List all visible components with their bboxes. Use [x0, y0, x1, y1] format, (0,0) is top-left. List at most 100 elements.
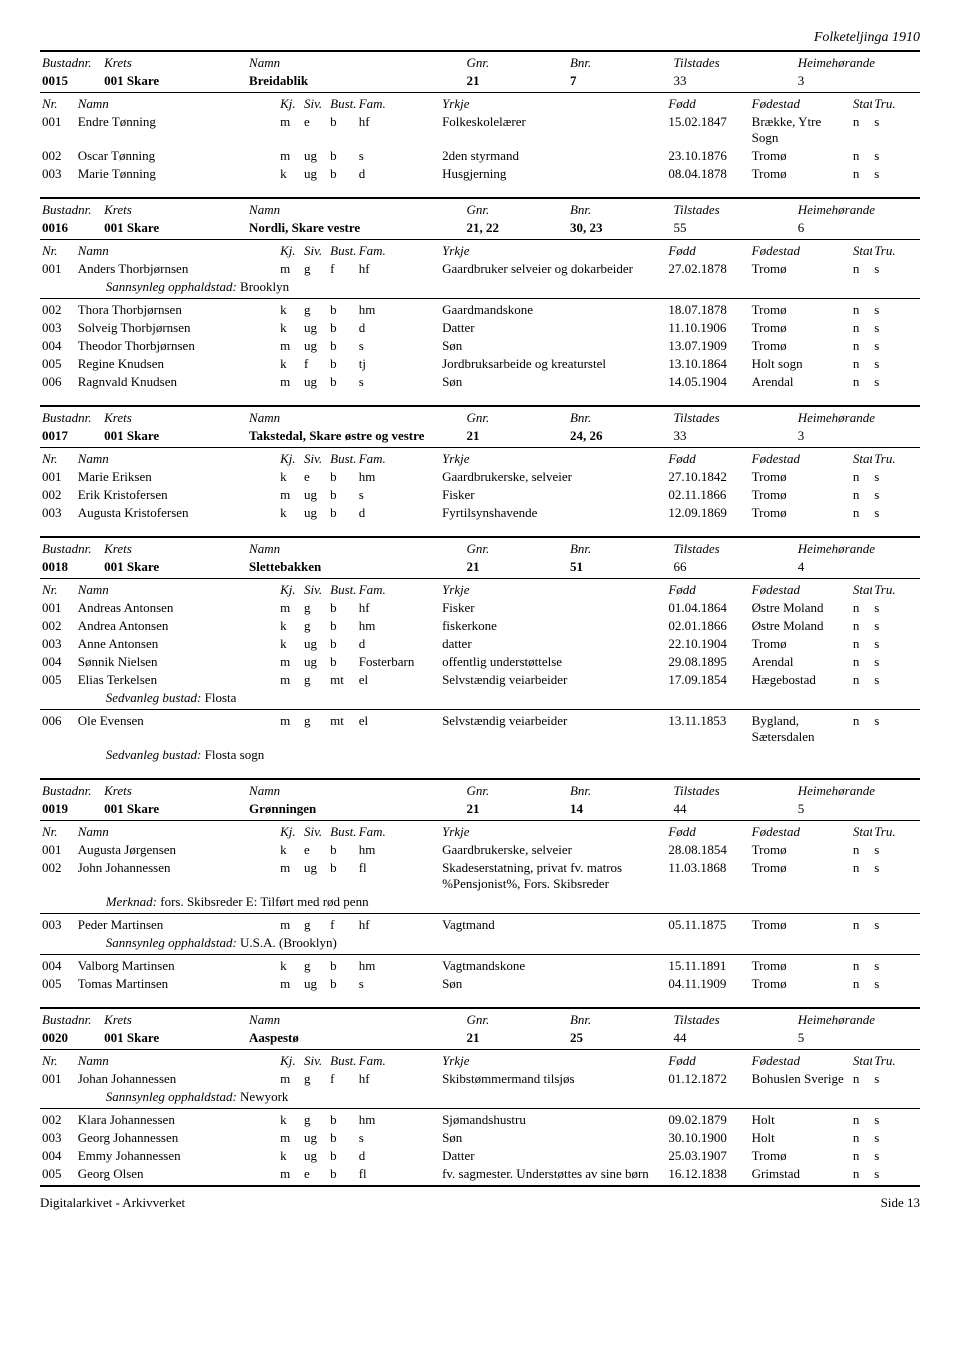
p-bust: f: [328, 260, 357, 278]
ph-yrkje: Yrkje: [440, 450, 666, 468]
ph-statsb: Statsb.: [851, 95, 872, 113]
ph-nr: Nr.: [40, 1052, 76, 1070]
p-yrkje: Selvstændig veiarbeider: [440, 671, 666, 689]
p-statsb: n: [851, 1129, 872, 1147]
p-yrkje: Selvstændig veiarbeider: [440, 712, 666, 746]
dwelling-table: Bustadnr. Krets Namn Gnr. Bnr. Tilstades…: [40, 54, 920, 90]
d-tilstades: 44: [671, 1029, 795, 1047]
p-statsb: n: [851, 653, 872, 671]
person-table: 003 Peder Martinsen m g f hf Vagtmand 05…: [40, 916, 920, 952]
p-fam: d: [357, 635, 440, 653]
ph-siv: Siv.: [302, 242, 328, 260]
p-bust: b: [328, 617, 357, 635]
p-fam: fl: [357, 859, 440, 893]
p-yrkje: Søn: [440, 337, 666, 355]
note-row: Sannsynleg opphaldstad: Newyork: [40, 1088, 920, 1106]
dh-bustadnr: Bustadnr.: [40, 1011, 102, 1029]
p-bust: b: [328, 355, 357, 373]
p-fodd: 29.08.1895: [666, 653, 749, 671]
d-gnr: 21, 22: [464, 219, 568, 237]
p-kj: m: [278, 599, 302, 617]
ph-fam: Fam.: [357, 823, 440, 841]
ph-fodestad: Fødestad: [750, 581, 851, 599]
ph-fam: Fam.: [357, 450, 440, 468]
dh-gnr: Gnr.: [464, 201, 568, 219]
p-fodestad: Holt sogn: [750, 355, 851, 373]
p-fodestad: Tromø: [750, 635, 851, 653]
p-namn: Ole Evensen: [76, 712, 278, 746]
dh-tilstades: Tilstades: [671, 409, 795, 427]
ph-namn: Namn: [76, 581, 278, 599]
note-row: Sannsynleg opphaldstad: U.S.A. (Brooklyn…: [40, 934, 920, 952]
p-fodd: 15.02.1847: [666, 113, 749, 147]
p-yrkje: Skibstømmermand tilsjøs: [440, 1070, 666, 1088]
dwelling-table: Bustadnr. Krets Namn Gnr. Bnr. Tilstades…: [40, 1011, 920, 1047]
d-namn: Breidablik: [247, 72, 464, 90]
note-text: Merknad: fors. Skibsreder E: Tilført med…: [76, 893, 920, 911]
p-fodd: 12.09.1869: [666, 504, 749, 522]
p-statsb: n: [851, 113, 872, 147]
p-bust: b: [328, 859, 357, 893]
d-heime: 3: [796, 427, 920, 445]
footer-right: Side 13: [881, 1195, 920, 1211]
p-kj: m: [278, 671, 302, 689]
p-fodestad: Østre Moland: [750, 599, 851, 617]
p-fodd: 11.10.1906: [666, 319, 749, 337]
ph-fodd: Fødd: [666, 1052, 749, 1070]
p-kj: m: [278, 486, 302, 504]
p-bust: b: [328, 957, 357, 975]
p-nr: 002: [40, 1111, 76, 1129]
p-siv: ug: [302, 486, 328, 504]
person-row: 002 John Johannessen m ug b fl Skadesers…: [40, 859, 920, 893]
p-yrkje: fiskerkone: [440, 617, 666, 635]
p-namn: Marie Tønning: [76, 165, 278, 183]
p-namn: Oscar Tønning: [76, 147, 278, 165]
p-fodestad: Tromø: [750, 841, 851, 859]
p-nr: 004: [40, 1147, 76, 1165]
p-tru: s: [872, 468, 920, 486]
p-fodd: 14.05.1904: [666, 373, 749, 391]
p-namn: Andreas Antonsen: [76, 599, 278, 617]
p-siv: e: [302, 1165, 328, 1183]
p-kj: k: [278, 165, 302, 183]
d-namn: Slettebakken: [247, 558, 464, 576]
p-fodd: 16.12.1838: [666, 1165, 749, 1183]
ph-nr: Nr.: [40, 95, 76, 113]
dh-heime: Heimehørande: [796, 1011, 920, 1029]
p-nr: 001: [40, 1070, 76, 1088]
dh-namn: Namn: [247, 782, 464, 800]
person-row: 003 Anne Antonsen k ug b d datter 22.10.…: [40, 635, 920, 653]
p-fam: tj: [357, 355, 440, 373]
person-row: 002 Erik Kristofersen m ug b s Fisker 02…: [40, 486, 920, 504]
p-bust: b: [328, 1111, 357, 1129]
p-fodestad: Tromø: [750, 486, 851, 504]
p-nr: 001: [40, 841, 76, 859]
p-fam: hf: [357, 260, 440, 278]
p-siv: ug: [302, 975, 328, 993]
d-tilstades: 55: [671, 219, 795, 237]
p-namn: Erik Kristofersen: [76, 486, 278, 504]
p-fam: d: [357, 504, 440, 522]
person-row: 001 Augusta Jørgensen k e b hm Gaardbruk…: [40, 841, 920, 859]
p-fam: hm: [357, 957, 440, 975]
p-bust: b: [328, 1147, 357, 1165]
p-fodestad: Tromø: [750, 319, 851, 337]
p-fodd: 01.04.1864: [666, 599, 749, 617]
p-siv: ug: [302, 319, 328, 337]
p-fam: s: [357, 147, 440, 165]
p-nr: 005: [40, 671, 76, 689]
p-fodestad: Holt: [750, 1129, 851, 1147]
dwelling-table: Bustadnr. Krets Namn Gnr. Bnr. Tilstades…: [40, 201, 920, 237]
person-row: 004 Theodor Thorbjørnsen m ug b s Søn 13…: [40, 337, 920, 355]
person-row: 006 Ragnvald Knudsen m ug b s Søn 14.05.…: [40, 373, 920, 391]
p-yrkje: Søn: [440, 373, 666, 391]
p-siv: g: [302, 671, 328, 689]
p-namn: Emmy Johannessen: [76, 1147, 278, 1165]
ph-kj: Kj.: [278, 450, 302, 468]
bottom-rule: [40, 1185, 920, 1187]
p-kj: m: [278, 113, 302, 147]
p-statsb: n: [851, 319, 872, 337]
d-bustadnr: 0016: [40, 219, 102, 237]
p-kj: m: [278, 916, 302, 934]
p-fam: hf: [357, 113, 440, 147]
